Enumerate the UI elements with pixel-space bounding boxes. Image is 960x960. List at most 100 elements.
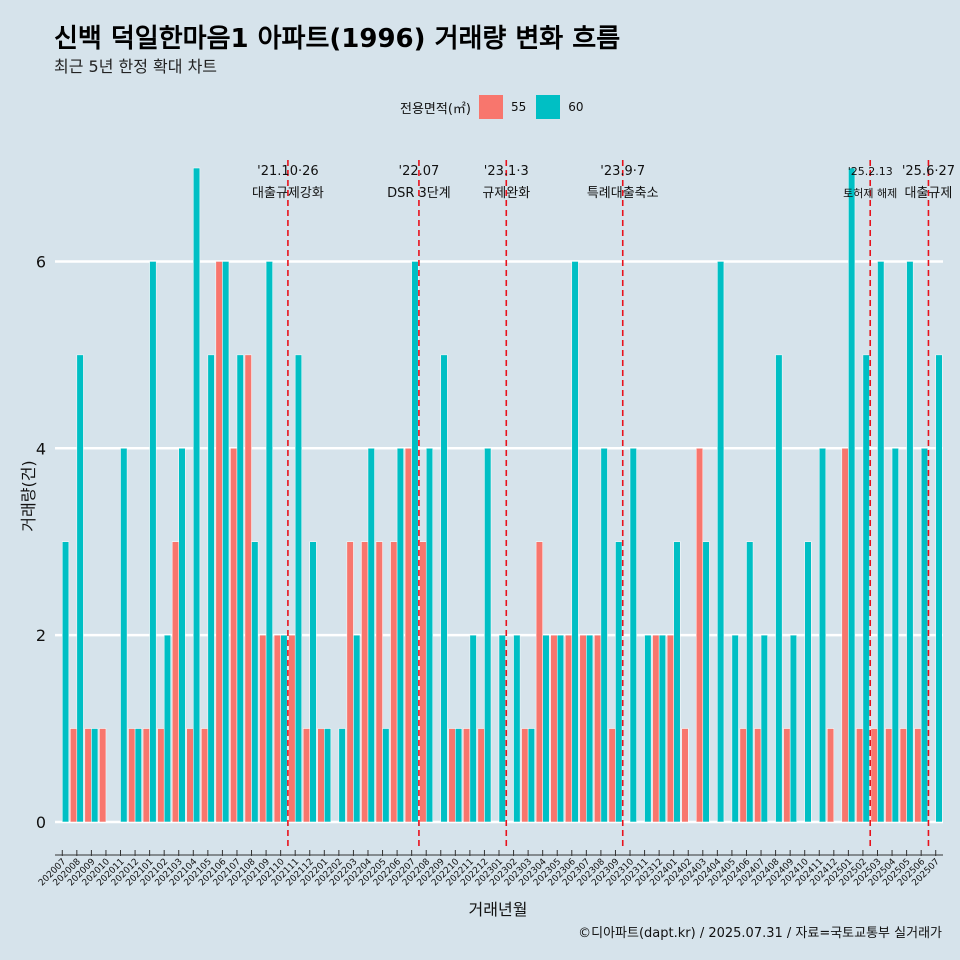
bar-55 xyxy=(754,728,762,823)
bar-55 xyxy=(666,634,674,823)
bar-55 xyxy=(142,728,150,823)
bar-55 xyxy=(463,728,471,823)
source-caption: ©디아파트(dapt.kr) / 2025.07.31 / 자료=국토교통부 실… xyxy=(578,926,942,941)
event-date-label: '25.6·27 xyxy=(902,164,955,179)
bar-55 xyxy=(302,728,311,823)
bar-60 xyxy=(411,261,419,823)
bar-55 xyxy=(201,728,209,823)
bar-60 xyxy=(498,634,506,823)
bar-60 xyxy=(658,634,666,823)
bar-55 xyxy=(579,634,587,823)
bar-55 xyxy=(70,728,78,823)
bar-60 xyxy=(222,261,230,823)
bar-60 xyxy=(644,634,652,823)
bar-55 xyxy=(827,728,835,823)
bar-60 xyxy=(76,354,84,823)
bar-55 xyxy=(419,541,427,823)
bar-60 xyxy=(819,448,827,823)
bar-60 xyxy=(382,728,390,823)
event-date-label: '23.9·7 xyxy=(600,164,645,179)
bar-55 xyxy=(215,261,223,823)
bar-55 xyxy=(841,448,849,823)
bar-55 xyxy=(128,728,136,823)
bar-60 xyxy=(353,634,361,823)
legend: 전용면적(㎡) 55 60 xyxy=(400,93,594,121)
bar-60 xyxy=(265,261,273,823)
bar-55 xyxy=(521,728,529,823)
chart-subtitle: 최근 5년 한정 확대 차트 xyxy=(54,57,218,76)
bar-55 xyxy=(171,541,179,823)
bar-55 xyxy=(564,634,573,823)
event-date-label: '23.1·3 xyxy=(484,164,529,179)
bar-60 xyxy=(920,448,928,823)
bar-55 xyxy=(259,634,267,823)
bar-60 xyxy=(906,261,914,823)
bar-55 xyxy=(870,728,878,823)
bar-60 xyxy=(193,167,201,823)
bar-60 xyxy=(760,634,768,823)
bar-60 xyxy=(91,728,99,823)
bar-60 xyxy=(789,634,797,823)
bar-60 xyxy=(629,448,637,823)
event-desc-label: 특례대출축소 xyxy=(587,186,659,201)
bar-55 xyxy=(696,448,704,823)
bar-55 xyxy=(317,728,325,823)
y-tick-label: 2 xyxy=(36,626,46,645)
bar-55 xyxy=(899,728,907,823)
bar-60 xyxy=(862,354,870,823)
bar-60 xyxy=(731,634,739,823)
bar-55 xyxy=(535,541,543,823)
bar-60 xyxy=(324,728,332,823)
x-axis-title: 거래년월 xyxy=(469,900,528,919)
event-desc-label: 토허제 해제 xyxy=(843,186,897,200)
legend-swatch-60 xyxy=(536,95,561,119)
bar-60 xyxy=(717,261,725,823)
bar-55 xyxy=(84,728,92,823)
bar-60 xyxy=(440,354,448,823)
bar-55 xyxy=(273,634,281,823)
bar-60 xyxy=(469,634,477,823)
y-tick-label: 0 xyxy=(36,813,46,832)
bar-60 xyxy=(62,541,70,823)
bar-55 xyxy=(404,448,412,823)
event-date-label: '22.07 xyxy=(399,164,440,179)
chart-title: 신백 덕일한마음1 아파트(1996) 거래량 변화 흐름 xyxy=(54,24,621,54)
bar-60 xyxy=(338,728,346,823)
bar-55 xyxy=(739,728,747,823)
bar-55 xyxy=(681,728,689,823)
bar-55 xyxy=(856,728,864,823)
bar-55 xyxy=(914,728,922,823)
bar-60 xyxy=(775,354,783,823)
bar-60 xyxy=(396,448,404,823)
bar-60 xyxy=(702,541,710,823)
bar-60 xyxy=(615,541,623,823)
bar-55 xyxy=(652,634,660,823)
legend-title: 전용면적(㎡) xyxy=(400,101,471,117)
bar-60 xyxy=(600,448,608,823)
bar-55 xyxy=(99,728,107,823)
bar-55 xyxy=(448,728,456,823)
bar-60 xyxy=(120,448,128,823)
y-tick-label: 6 xyxy=(36,252,46,271)
bar-60 xyxy=(134,728,142,823)
legend-label-60: 60 xyxy=(568,100,584,114)
bar-60 xyxy=(891,448,899,823)
bar-60 xyxy=(804,541,812,823)
bar-55 xyxy=(361,541,369,823)
bar-55 xyxy=(375,541,383,823)
bar-55 xyxy=(885,728,893,823)
bar-60 xyxy=(513,634,521,823)
bar-55 xyxy=(608,728,616,823)
bar-55 xyxy=(157,728,165,823)
bar-60 xyxy=(746,541,754,823)
bar-60 xyxy=(425,448,434,823)
event-date-label: '21.10·26 xyxy=(257,164,318,179)
event-desc-label: 대출규제강화 xyxy=(252,186,324,201)
y-tick-label: 4 xyxy=(36,439,46,458)
y-axis-title: 거래량(건) xyxy=(19,460,38,531)
bar-60 xyxy=(542,634,550,823)
bar-55 xyxy=(594,634,602,823)
bar-60 xyxy=(236,354,244,823)
